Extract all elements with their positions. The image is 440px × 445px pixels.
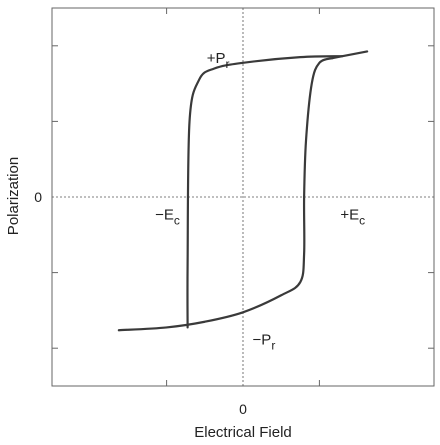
x-tick-label-0: 0 [239, 401, 247, 417]
annotation-main-text: +E [340, 207, 359, 224]
annotation-subscript: c [174, 214, 180, 228]
annotation-subscript: r [271, 338, 275, 352]
y-tick-label-0: 0 [34, 189, 42, 205]
series-line-lower-branch [117, 56, 334, 332]
annotation-main-text: +P [207, 50, 226, 67]
annotation-pr-pos: +Pr [207, 50, 230, 71]
y-axis-label: Polarization [5, 157, 22, 235]
annotation-main-text: −E [155, 207, 174, 224]
annotation-main-text: −P [253, 331, 272, 348]
x-axis-label: Electrical Field [194, 424, 292, 441]
annotation-subscript: r [225, 57, 229, 71]
annotation-pr-neg: −Pr [253, 331, 276, 352]
series-line-upper-branch [186, 55, 344, 329]
series-line-upper-tail [331, 50, 369, 60]
frame-ticks [52, 8, 434, 386]
annotation-subscript: c [359, 214, 365, 228]
annotation-ec-pos: +Ec [340, 207, 365, 228]
curve-annotations: +Pr−Pr−Ec +Ec [155, 50, 365, 353]
annotation-ec-neg: −Ec [155, 207, 180, 228]
hysteresis-curves [117, 50, 369, 332]
